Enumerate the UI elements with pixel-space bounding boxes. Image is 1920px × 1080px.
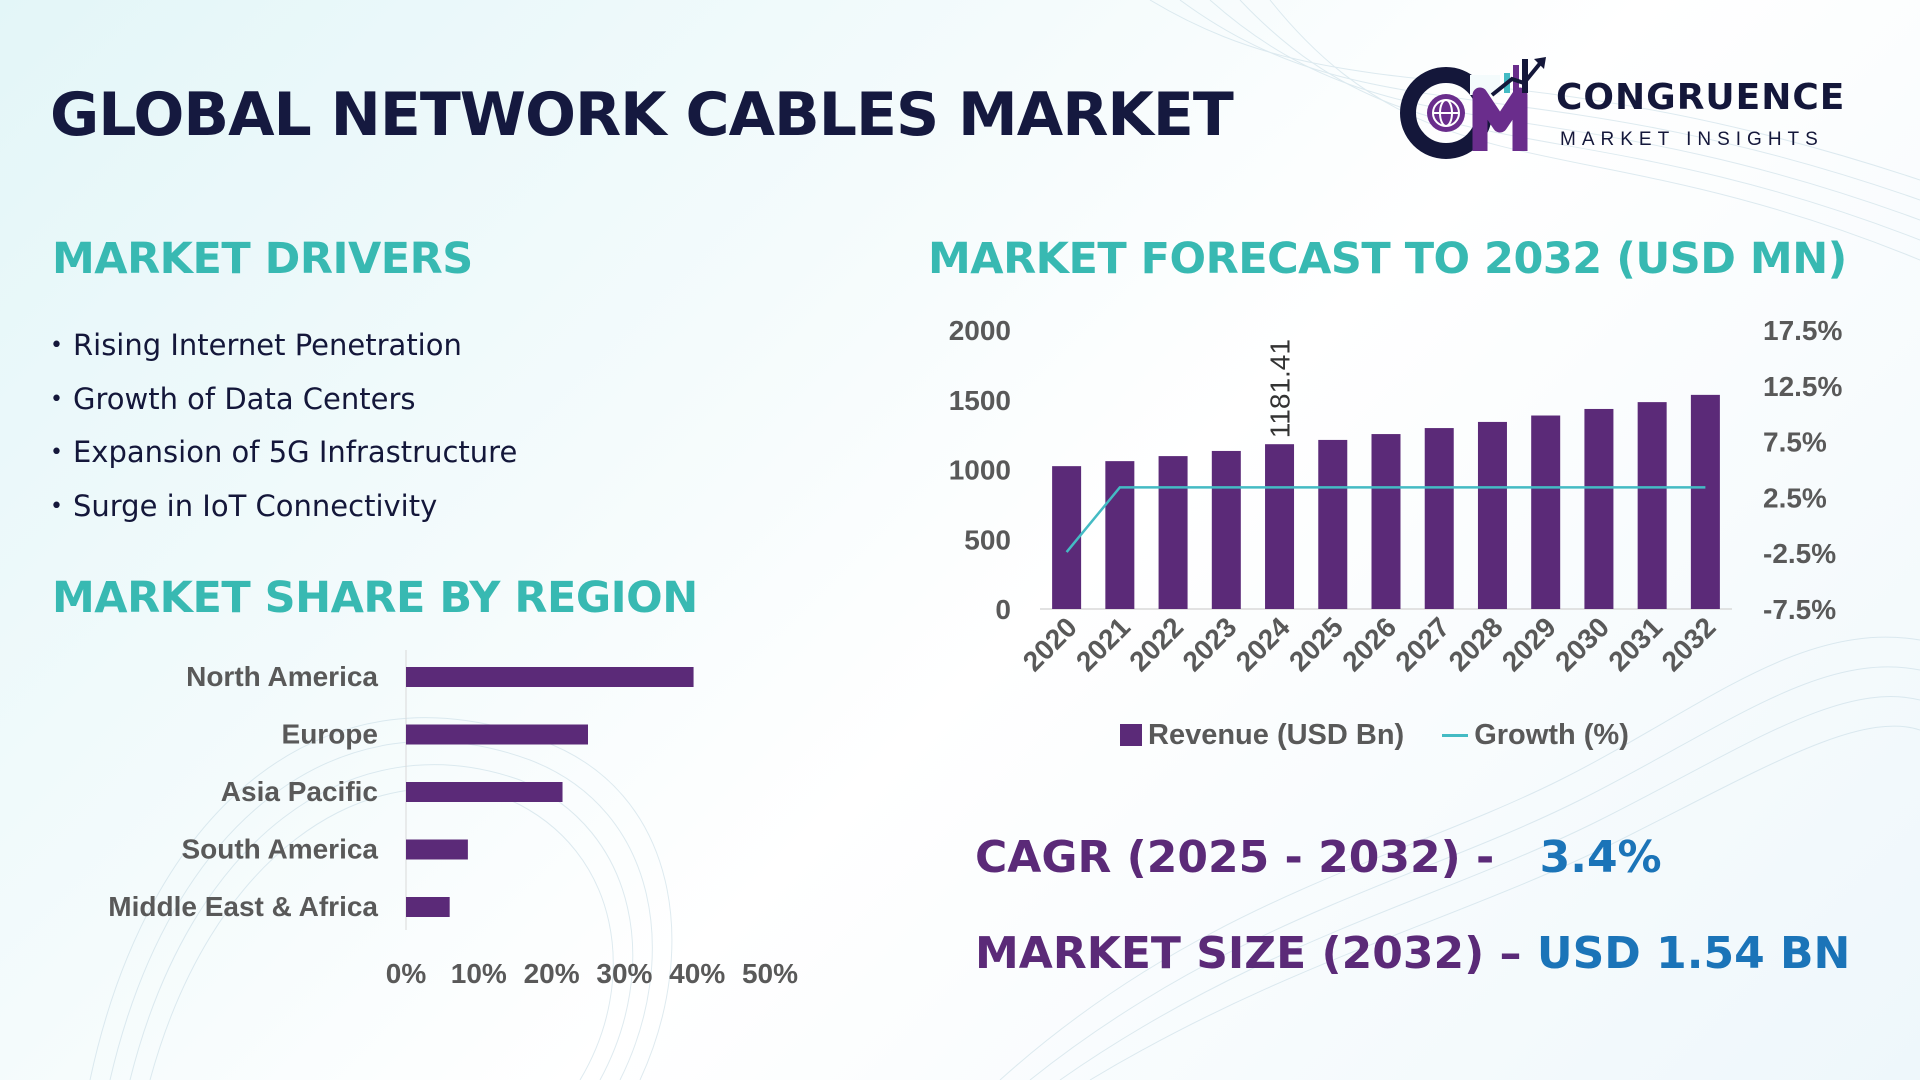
region-bar [406, 839, 468, 860]
forecast-y2-tick: 7.5% [1763, 427, 1827, 458]
logo-name: CONGRUENCE [1556, 77, 1846, 118]
forecast-bar [1318, 439, 1348, 609]
forecast-x-tick: 2031 [1602, 611, 1668, 677]
forecast-y2-tick: 17.5% [1763, 315, 1842, 346]
forecast-x-tick: 2022 [1123, 611, 1189, 677]
region-bar [406, 897, 450, 917]
forecast-bar [1265, 444, 1295, 609]
legend-revenue: Revenue (USD Bn) [1120, 719, 1404, 752]
logo-mark-icon [1400, 57, 1546, 159]
region-x-tick: 20% [524, 958, 580, 989]
legend-bar-swatch [1120, 724, 1142, 746]
page-title: GLOBAL NETWORK CABLES MARKET [50, 80, 1234, 150]
forecast-x-tick: 2029 [1496, 611, 1562, 677]
drivers-list: Rising Internet Penetration Growth of Da… [50, 322, 517, 536]
forecast-bar [1531, 415, 1561, 609]
region-category-label: South America [181, 834, 378, 865]
region-x-tick: 30% [596, 958, 652, 989]
region-category-label: Europe [282, 719, 378, 750]
driver-item: Rising Internet Penetration [50, 322, 517, 376]
forecast-x-tick: 2025 [1283, 611, 1349, 677]
forecast-y-tick: 2000 [949, 315, 1011, 346]
forecast-x-tick: 2027 [1390, 611, 1456, 677]
forecast-y2-tick: 2.5% [1763, 482, 1827, 513]
driver-item: Expansion of 5G Infrastructure [50, 429, 517, 483]
market-size-label: MARKET SIZE (2032) – [975, 928, 1522, 979]
region-bar [406, 724, 588, 745]
forecast-legend: Revenue (USD Bn) Growth (%) [1120, 715, 1629, 755]
market-size-kpi: MARKET SIZE (2032) – USD 1.54 BN [975, 928, 1850, 979]
region-category-label: Asia Pacific [221, 776, 378, 807]
company-logo: CONGRUENCE MARKET INSIGHTS [1400, 55, 1880, 160]
region-category-label: Middle East & Africa [108, 891, 378, 922]
forecast-x-tick: 2020 [1017, 611, 1083, 677]
forecast-bar [1371, 434, 1401, 609]
drivers-title: MARKET DRIVERS [52, 234, 473, 284]
region-bar [406, 667, 694, 687]
region-x-tick: 0% [386, 958, 427, 989]
forecast-x-tick: 2026 [1336, 611, 1402, 677]
forecast-x-tick: 2023 [1177, 611, 1243, 677]
forecast-title: MARKET FORECAST TO 2032 (USD MN) [928, 234, 1847, 284]
region-title: MARKET SHARE BY REGION [52, 573, 698, 623]
forecast-bar [1690, 394, 1720, 609]
logo-tagline: MARKET INSIGHTS [1560, 129, 1824, 150]
forecast-y-tick: 1500 [949, 385, 1011, 416]
forecast-x-tick: 2021 [1070, 611, 1136, 677]
forecast-y2-tick: -7.5% [1763, 594, 1836, 625]
forecast-bar [1052, 466, 1082, 609]
forecast-bar [1105, 461, 1135, 609]
market-size-value: USD 1.54 BN [1536, 928, 1851, 979]
region-x-tick: 50% [742, 958, 798, 989]
forecast-y-tick: 1000 [949, 455, 1011, 486]
forecast-y-tick: 0 [995, 594, 1011, 625]
forecast-bar [1584, 408, 1614, 609]
forecast-x-tick: 2030 [1549, 611, 1615, 677]
region-bar [406, 782, 563, 802]
forecast-bar [1477, 421, 1507, 609]
forecast-bar [1637, 402, 1667, 609]
forecast-x-tick: 2028 [1443, 611, 1509, 677]
forecast-data-label: 1181.41 [1265, 339, 1296, 438]
cagr-label: CAGR (2025 - 2032) - [975, 832, 1495, 883]
region-x-tick: 40% [669, 958, 725, 989]
driver-item: Surge in IoT Connectivity [50, 483, 517, 537]
forecast-y2-tick: -2.5% [1763, 538, 1836, 569]
forecast-bar [1424, 428, 1454, 609]
legend-revenue-label: Revenue (USD Bn) [1148, 718, 1405, 751]
forecast-y2-tick: 12.5% [1763, 371, 1842, 402]
driver-item: Growth of Data Centers [50, 376, 517, 430]
legend-growth: Growth (%) [1442, 719, 1629, 752]
forecast-x-tick: 2032 [1656, 611, 1722, 677]
legend-growth-label: Growth (%) [1474, 718, 1629, 751]
legend-line-swatch [1442, 733, 1469, 737]
forecast-growth-line [1065, 486, 1706, 553]
forecast-y-tick: 500 [964, 524, 1011, 555]
cagr-value: 3.4% [1539, 832, 1662, 883]
cagr-kpi: CAGR (2025 - 2032) - 3.4% [975, 832, 1662, 883]
region-category-label: North America [186, 661, 378, 692]
forecast-bar [1211, 450, 1241, 609]
forecast-x-tick: 2024 [1230, 611, 1296, 677]
region-x-tick: 10% [451, 958, 507, 989]
forecast-bar [1158, 456, 1188, 609]
